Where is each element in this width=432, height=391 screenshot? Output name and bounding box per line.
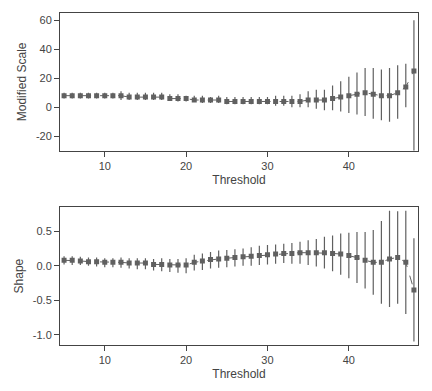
svg-text:Modified Scale: Modified Scale [15, 42, 29, 121]
svg-text:60: 60 [40, 14, 52, 26]
svg-text:0.0: 0.0 [37, 260, 52, 272]
svg-text:Shape: Shape [12, 258, 26, 293]
svg-text:20: 20 [180, 160, 192, 172]
svg-text:Threshold: Threshold [212, 367, 265, 381]
svg-text:-20: -20 [36, 130, 52, 142]
svg-text:Threshold: Threshold [212, 173, 265, 187]
svg-text:40: 40 [343, 160, 355, 172]
svg-text:30: 30 [261, 160, 273, 172]
svg-text:40: 40 [40, 43, 52, 55]
svg-text:30: 30 [261, 354, 273, 366]
svg-text:20: 20 [180, 354, 192, 366]
svg-text:-0.5: -0.5 [33, 294, 52, 306]
svg-text:10: 10 [99, 160, 111, 172]
svg-text:10: 10 [99, 354, 111, 366]
svg-text:0.5: 0.5 [37, 225, 52, 237]
svg-text:40: 40 [343, 354, 355, 366]
svg-text:0: 0 [46, 101, 52, 113]
svg-text:20: 20 [40, 72, 52, 84]
svg-text:-1.0: -1.0 [33, 329, 52, 341]
